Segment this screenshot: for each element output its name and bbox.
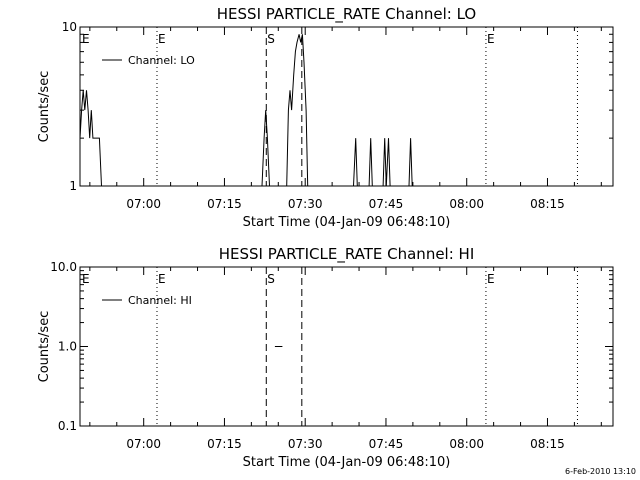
x-tick-label: 07:45 — [369, 437, 404, 451]
x-axis-label: Start Time (04-Jan-09 06:48:10) — [243, 215, 451, 230]
x-tick-label: 07:15 — [207, 197, 242, 211]
y-tick-label: 10.0 — [50, 260, 77, 274]
marker-label-E: E — [487, 272, 495, 286]
legend-entry: Channel: LO — [128, 54, 195, 67]
plot-frame — [79, 26, 614, 187]
chart-title: HESSI PARTICLE_RATE Channel: HI — [219, 245, 475, 264]
y-axis-label: Counts/sec — [37, 71, 52, 143]
plot-frame — [79, 266, 614, 427]
series-line — [79, 34, 413, 187]
y-axis-label: Counts/sec — [37, 311, 52, 383]
chart-panel-0: HESSI PARTICLE_RATE Channel: LO Counts/se… — [37, 5, 614, 230]
x-tick-label: 07:45 — [369, 197, 404, 211]
marker-label-E-start: E — [82, 272, 90, 286]
timestamp-footer: 6-Feb-2010 13:10 — [565, 467, 636, 476]
x-tick-label: 07:00 — [126, 197, 161, 211]
marker-label-E: E — [158, 272, 166, 286]
y-tick-label: 1 — [69, 179, 77, 193]
marker-label-E: E — [487, 32, 495, 46]
x-tick-label: 07:30 — [288, 197, 323, 211]
x-tick-label: 08:00 — [449, 437, 484, 451]
x-tick-label: 07:15 — [207, 437, 242, 451]
legend-entry: Channel: HI — [128, 294, 192, 307]
chart-title: HESSI PARTICLE_RATE Channel: LO — [217, 5, 476, 24]
x-tick-label: 07:30 — [288, 437, 323, 451]
marker-label-S: S — [267, 272, 275, 286]
y-tick-label: 0.1 — [58, 419, 77, 433]
x-tick-label: 08:15 — [530, 437, 565, 451]
marker-label-S: S — [267, 32, 275, 46]
y-tick-label: 10 — [62, 20, 77, 34]
chart-panel-1: HESSI PARTICLE_RATE Channel: HI Counts/se… — [37, 245, 614, 470]
x-tick-label: 08:00 — [449, 197, 484, 211]
x-tick-label: 08:15 — [530, 197, 565, 211]
marker-label-E-start: E — [82, 32, 90, 46]
y-tick-label: 1.0 — [58, 340, 77, 354]
x-axis-label: Start Time (04-Jan-09 06:48:10) — [243, 455, 451, 470]
marker-label-E: E — [158, 32, 166, 46]
x-tick-label: 07:00 — [126, 437, 161, 451]
